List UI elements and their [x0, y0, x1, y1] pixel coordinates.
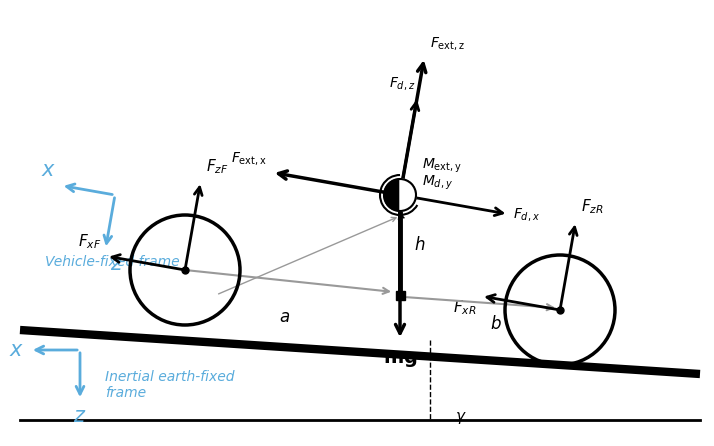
Text: $\mathit{x}$: $\mathit{x}$ — [41, 161, 56, 181]
Text: $F_{zF}$: $F_{zF}$ — [206, 158, 228, 176]
Text: $F_{xF}$: $F_{xF}$ — [78, 232, 101, 251]
Text: $M_{d,y}$: $M_{d,y}$ — [422, 173, 453, 192]
Text: $b$: $b$ — [490, 315, 502, 333]
Text: $\gamma$: $\gamma$ — [455, 410, 467, 426]
Text: Vehicle-fixed frame: Vehicle-fixed frame — [45, 255, 180, 269]
FancyBboxPatch shape — [396, 290, 405, 300]
Text: $F_{zR}$: $F_{zR}$ — [580, 198, 603, 216]
Text: $F_{\mathregular{ext,x}}$: $F_{\mathregular{ext,x}}$ — [231, 150, 267, 167]
Text: $\mathit{z}$: $\mathit{z}$ — [111, 254, 124, 274]
Text: $F_{\mathregular{ext,z}}$: $F_{\mathregular{ext,z}}$ — [430, 35, 466, 52]
Circle shape — [384, 179, 416, 211]
Polygon shape — [400, 179, 416, 211]
Text: Inertial earth-fixed
frame: Inertial earth-fixed frame — [105, 370, 234, 400]
Text: $F_{xR}$: $F_{xR}$ — [453, 298, 476, 317]
Text: $M_{\mathregular{ext,y}}$: $M_{\mathregular{ext,y}}$ — [422, 157, 462, 175]
Text: $\mathbf{mg}$: $\mathbf{mg}$ — [383, 350, 417, 369]
Text: $\mathit{z}$: $\mathit{z}$ — [74, 406, 86, 426]
Text: $\mathit{x}$: $\mathit{x}$ — [9, 340, 24, 360]
Text: $a$: $a$ — [279, 308, 291, 326]
Text: $F_{d,z}$: $F_{d,z}$ — [389, 74, 416, 91]
Text: $F_{d,x}$: $F_{d,x}$ — [513, 206, 540, 223]
Text: $h$: $h$ — [414, 236, 426, 254]
